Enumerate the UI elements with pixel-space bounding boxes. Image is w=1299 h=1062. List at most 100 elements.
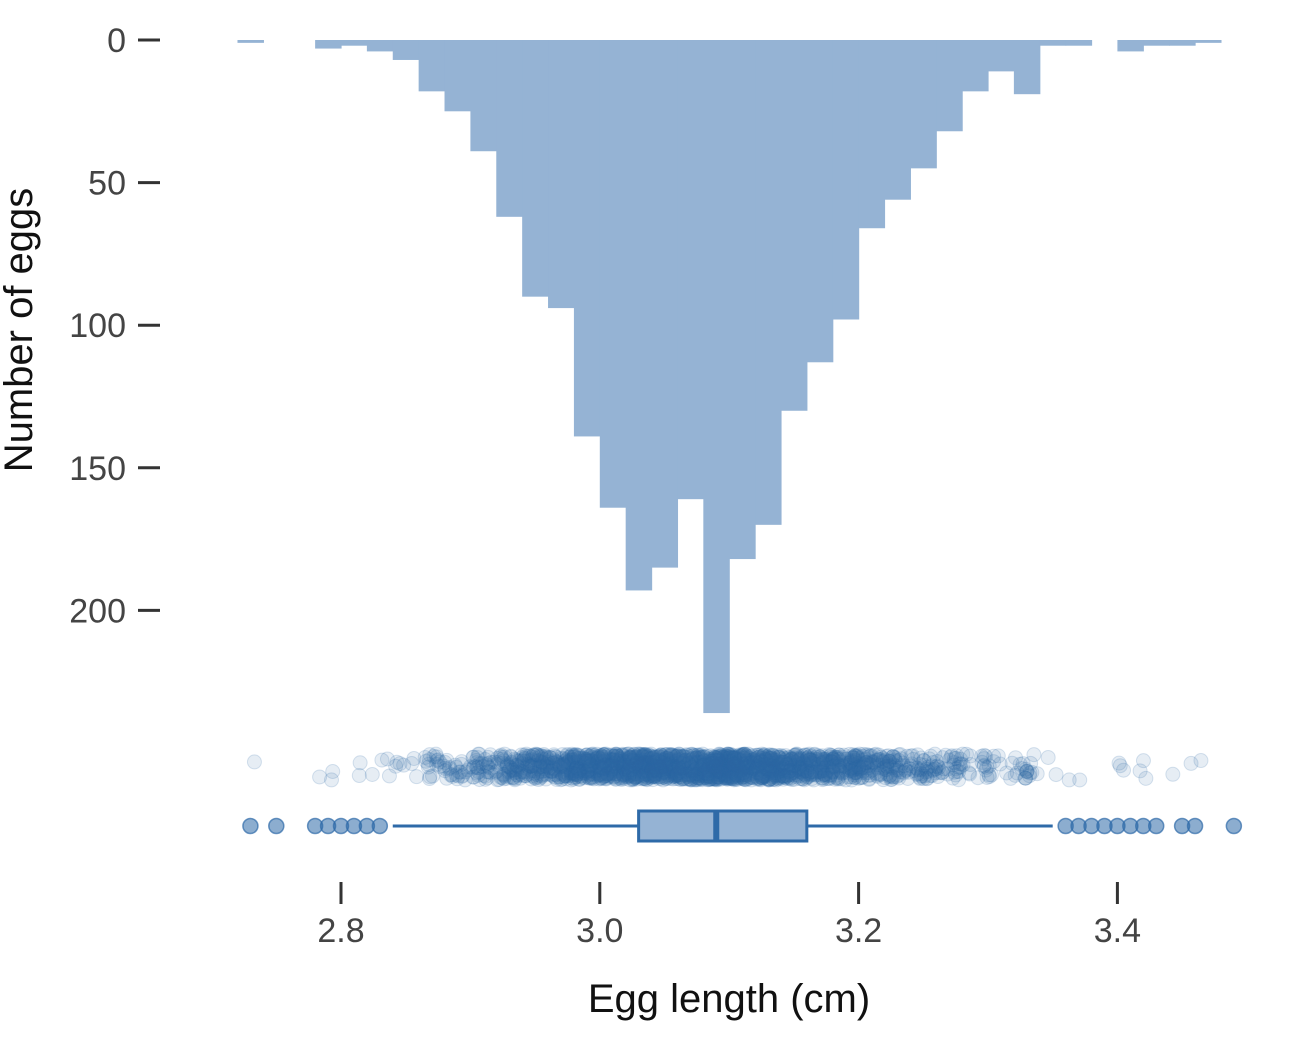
jitter-point — [724, 771, 740, 787]
jitter-point — [721, 750, 737, 766]
jitter-point — [516, 747, 532, 763]
jitter-point — [628, 755, 644, 771]
jitter-point — [540, 756, 556, 772]
jitter-point — [726, 767, 742, 783]
jitter-point — [748, 762, 764, 778]
jitter-point — [584, 770, 600, 786]
jitter-point — [619, 764, 635, 780]
jitter-point — [646, 768, 662, 784]
jitter-point — [706, 771, 722, 787]
jitter-point — [543, 763, 559, 779]
jitter-point — [670, 748, 686, 764]
jitter-point — [694, 750, 710, 766]
jitter-point — [697, 764, 713, 780]
jitter-point — [667, 749, 683, 765]
jitter-point — [657, 761, 673, 777]
jitter-point — [696, 757, 711, 773]
jitter-point — [553, 772, 569, 788]
jitter-point — [620, 758, 636, 774]
jitter-point — [671, 760, 687, 776]
jitter-point — [552, 759, 568, 775]
jitter-point — [496, 767, 512, 783]
jitter-point — [662, 760, 678, 776]
jitter-point — [629, 756, 645, 772]
jitter-point — [657, 753, 673, 769]
jitter-point — [1048, 767, 1064, 783]
jitter-point — [583, 758, 599, 774]
jitter-point — [720, 768, 736, 784]
jitter-point — [744, 760, 760, 776]
jitter-point — [754, 750, 770, 766]
jitter-point — [687, 766, 703, 782]
jitter-point — [742, 756, 758, 772]
jitter-point — [637, 755, 653, 771]
histogram-bar — [962, 40, 989, 92]
jitter-point — [721, 759, 737, 775]
jitter-point — [626, 766, 642, 781]
jitter-point — [563, 765, 579, 781]
jitter-point — [608, 750, 624, 766]
jitter-point — [518, 768, 534, 784]
jitter-point — [716, 767, 732, 783]
jitter-point — [609, 755, 625, 771]
jitter-point — [596, 749, 612, 765]
y-axis-title: Number of eggs — [0, 188, 41, 473]
jitter-point — [717, 766, 733, 782]
jitter-point — [662, 752, 678, 768]
jitter-point — [599, 757, 615, 773]
jitter-point — [716, 766, 732, 782]
jitter-point — [717, 758, 733, 774]
jitter-point — [542, 750, 558, 766]
jitter-point — [493, 769, 509, 785]
jitter-point — [578, 751, 594, 767]
jitter-point — [515, 750, 530, 766]
jitter-point — [504, 756, 520, 772]
jitter-point — [636, 748, 652, 764]
jitter-point — [563, 765, 579, 781]
jitter-point — [677, 753, 693, 769]
jitter-point — [602, 757, 618, 773]
jitter-point — [665, 758, 681, 774]
jitter-point — [725, 769, 741, 785]
jitter-point — [650, 764, 666, 780]
jitter-point — [621, 769, 637, 785]
jitter-point — [735, 747, 751, 763]
jitter-point — [537, 748, 553, 764]
jitter-point — [615, 759, 631, 775]
jitter-point — [704, 754, 720, 769]
jitter-point — [779, 768, 795, 784]
jitter-point — [744, 772, 760, 788]
jitter-point — [480, 764, 496, 780]
jitter-point — [649, 754, 665, 770]
jitter-point — [567, 770, 583, 786]
jitter-point — [608, 767, 624, 783]
jitter-point — [582, 761, 598, 777]
jitter-point — [352, 755, 368, 771]
jitter-point — [582, 757, 598, 773]
jitter-point — [685, 765, 701, 781]
jitter-point — [650, 763, 666, 779]
jitter-point — [569, 760, 585, 776]
jitter-point — [647, 755, 663, 771]
jitter-point — [581, 753, 597, 769]
jitter-point — [725, 769, 741, 785]
jitter-point — [584, 747, 600, 763]
jitter-point — [590, 767, 606, 783]
jitter-point — [707, 749, 723, 765]
jitter-point — [578, 747, 594, 763]
jitter-point — [554, 766, 570, 782]
jitter-point — [705, 755, 721, 771]
jitter-point — [700, 772, 716, 788]
jitter-point — [552, 759, 568, 775]
jitter-point — [646, 755, 662, 771]
jitter-point — [713, 756, 729, 772]
jitter-point — [615, 747, 631, 763]
jitter-point — [694, 761, 710, 777]
jitter-point — [576, 750, 592, 766]
histogram-bar — [625, 40, 653, 591]
jitter-point — [595, 756, 611, 772]
jitter-point — [558, 771, 574, 787]
jitter-point — [658, 751, 674, 767]
jitter-point — [658, 759, 674, 775]
jitter-point — [705, 752, 721, 768]
